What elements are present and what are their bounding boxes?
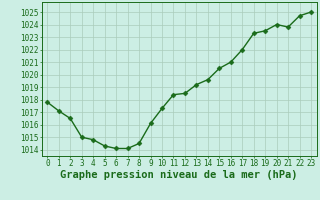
- X-axis label: Graphe pression niveau de la mer (hPa): Graphe pression niveau de la mer (hPa): [60, 170, 298, 180]
